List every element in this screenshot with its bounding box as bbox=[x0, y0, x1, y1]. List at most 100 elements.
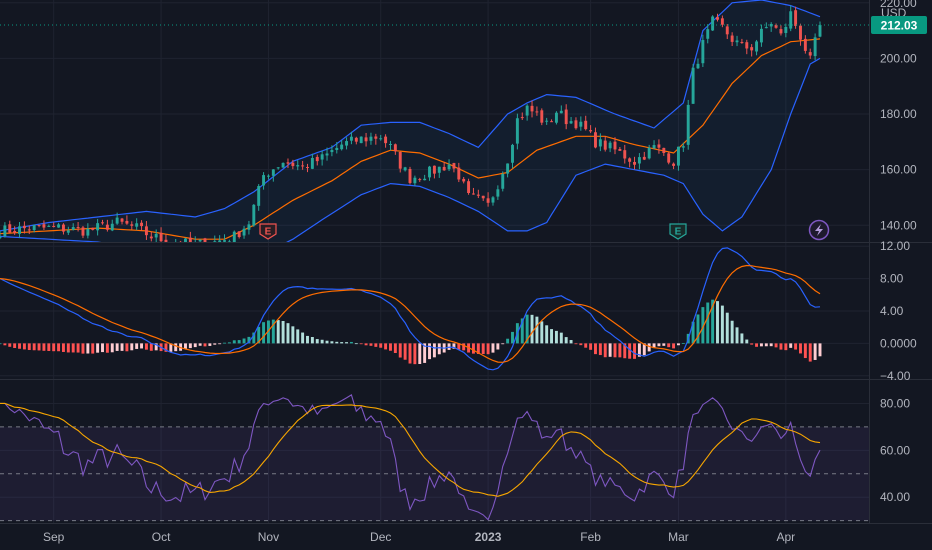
rsi-axis[interactable]: 40.00 60.00 80.00 bbox=[880, 396, 910, 504]
macd-axis[interactable]: −4.00 0.0000 4.00 8.00 12.00 bbox=[880, 239, 917, 383]
candle-body bbox=[47, 225, 51, 227]
lightning-icon bbox=[815, 224, 823, 236]
macd-histogram-bar bbox=[813, 343, 817, 360]
macd-histogram-bar bbox=[613, 343, 617, 358]
candle-body bbox=[115, 217, 119, 224]
candle-body bbox=[310, 157, 314, 169]
macd-histogram-bar bbox=[676, 343, 680, 346]
candle-body bbox=[184, 238, 187, 242]
macd-histogram-bar bbox=[262, 322, 266, 344]
last-price-badge-background bbox=[871, 15, 927, 34]
macd-histogram-bar bbox=[735, 327, 739, 344]
candle-body bbox=[66, 230, 70, 233]
chart-panes[interactable] bbox=[0, 0, 869, 522]
candle-body bbox=[223, 240, 226, 242]
macd-histogram-bar bbox=[584, 343, 588, 348]
macd-tick-label: 8.00 bbox=[880, 272, 904, 286]
macd-histogram-bar bbox=[281, 321, 285, 344]
candle-body bbox=[232, 231, 236, 242]
candle-body bbox=[315, 156, 319, 162]
macd-histogram-bar bbox=[540, 321, 544, 344]
candle-body bbox=[471, 193, 475, 195]
macd-histogram-bar bbox=[42, 343, 46, 351]
candle-body bbox=[476, 194, 480, 196]
dividend-marker[interactable] bbox=[808, 219, 830, 241]
macd-histogram-bar bbox=[52, 343, 56, 352]
candle-body bbox=[716, 17, 719, 20]
candle-body bbox=[657, 144, 661, 148]
macd-histogram-bar bbox=[296, 329, 300, 344]
macd-histogram-bar bbox=[506, 338, 510, 344]
candle-body bbox=[188, 237, 192, 242]
candle-body bbox=[789, 11, 793, 29]
macd-histogram-bar bbox=[61, 343, 65, 352]
macd-histogram-bar bbox=[486, 343, 490, 355]
macd-histogram-bar bbox=[13, 343, 17, 348]
earnings-marker[interactable]: E bbox=[669, 223, 687, 240]
candle-body bbox=[642, 156, 646, 160]
candle-body bbox=[569, 121, 573, 124]
macd-histogram-bar bbox=[569, 340, 573, 344]
candle-body bbox=[491, 197, 495, 203]
macd-histogram-bar bbox=[3, 343, 7, 346]
macd-histogram-bar bbox=[681, 343, 685, 344]
macd-histogram-bar bbox=[232, 340, 236, 344]
macd-tick-label: −4.00 bbox=[880, 369, 911, 383]
candle-body bbox=[374, 136, 378, 139]
macd-histogram-bar bbox=[242, 338, 246, 344]
rsi-tick-label: 80.00 bbox=[880, 396, 910, 410]
candle-body bbox=[227, 241, 231, 242]
candle-body bbox=[637, 157, 641, 164]
macd-histogram-bar bbox=[291, 326, 295, 344]
candle-body bbox=[520, 117, 524, 119]
candle-body bbox=[384, 136, 388, 144]
candle-body bbox=[22, 225, 26, 229]
candle-body bbox=[515, 118, 519, 144]
candle-body bbox=[794, 10, 798, 26]
macd-histogram-bar bbox=[135, 343, 139, 349]
candle-body bbox=[345, 141, 349, 146]
candle-body bbox=[257, 186, 261, 206]
candle-body bbox=[91, 227, 95, 230]
candle-body bbox=[306, 167, 309, 169]
candle-body bbox=[755, 41, 759, 52]
candle-body bbox=[701, 40, 705, 64]
candle-body bbox=[159, 232, 163, 242]
candle-body bbox=[730, 35, 734, 42]
macd-histogram-bar bbox=[193, 343, 197, 348]
macd-histogram-bar bbox=[271, 319, 275, 344]
macd-histogram-bar bbox=[550, 329, 554, 344]
time-axis[interactable]: Sep Oct Nov Dec 2023 Feb Mar Apr bbox=[43, 530, 795, 544]
candle-body bbox=[335, 147, 339, 150]
macd-histogram-bar bbox=[633, 343, 636, 359]
candle-body bbox=[349, 136, 353, 141]
macd-histogram-bar bbox=[0, 343, 2, 345]
macd-tick-label: 4.00 bbox=[880, 304, 904, 318]
time-axis-label: 2023 bbox=[475, 530, 502, 544]
macd-histogram-bar bbox=[779, 343, 783, 350]
macd-histogram-bar bbox=[266, 320, 270, 344]
candle-body bbox=[779, 29, 783, 34]
candle-body bbox=[501, 174, 505, 189]
candle-body bbox=[57, 224, 61, 228]
candle-body bbox=[506, 163, 510, 174]
candle-body bbox=[218, 240, 222, 242]
candle-body bbox=[354, 137, 358, 142]
candle-body bbox=[369, 136, 373, 141]
earnings-marker[interactable]: E bbox=[259, 223, 277, 240]
candle-body bbox=[179, 241, 183, 242]
macd-histogram-bar bbox=[81, 343, 85, 354]
macd-histogram-bar bbox=[706, 302, 710, 344]
macd-histogram-bar bbox=[623, 343, 627, 359]
macd-histogram-bar bbox=[511, 331, 514, 344]
candle-body bbox=[252, 204, 256, 226]
macd-histogram-bar bbox=[340, 342, 344, 344]
macd-histogram-bar bbox=[730, 320, 734, 344]
candle-body bbox=[750, 47, 754, 51]
macd-histogram-bar bbox=[330, 341, 334, 344]
macd-histogram-bar bbox=[354, 343, 358, 345]
candle-body bbox=[525, 105, 529, 116]
macd-histogram-bar bbox=[76, 343, 80, 353]
macd-histogram-bar bbox=[720, 305, 724, 344]
candle-body bbox=[120, 218, 124, 222]
